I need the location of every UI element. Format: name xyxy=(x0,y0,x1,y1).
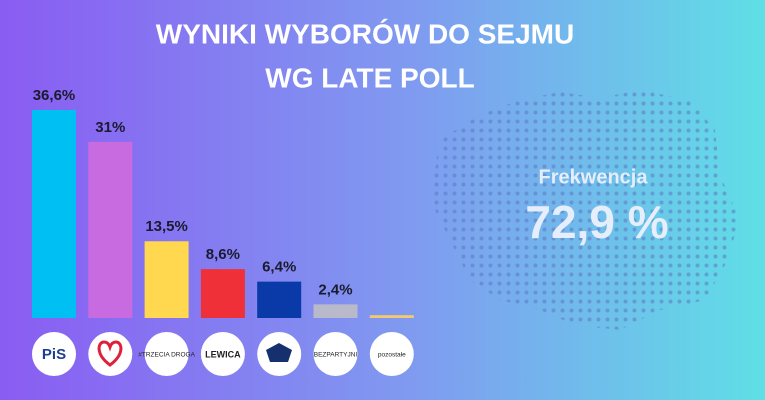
title: WG LATE POLL xyxy=(265,62,474,93)
value-label: 2,4% xyxy=(318,281,352,298)
logo-circle xyxy=(369,332,414,376)
value-label: 6,4% xyxy=(262,259,296,276)
value-label: 8,6% xyxy=(206,246,240,263)
ko-icon xyxy=(97,340,123,367)
annotation-label: Frekwencja xyxy=(539,166,649,188)
category-label: BEZPARTYJNI xyxy=(314,352,358,359)
category-label: #TRZECIA DROGA xyxy=(138,352,195,359)
value-label: 13,5% xyxy=(145,218,188,235)
annotation-value: 72,9 % xyxy=(525,196,668,248)
bars: 36,6% 31% 13,5% 8,6% 6,4% 2,4% xyxy=(32,87,414,318)
map-dots xyxy=(430,90,740,330)
logo-circle xyxy=(313,332,358,376)
logo-circle xyxy=(144,332,189,376)
bar xyxy=(32,110,76,318)
title: WYNIKI WYBORÓW DO SEJMU xyxy=(156,18,574,49)
value-label: 36,6% xyxy=(33,87,76,104)
bar xyxy=(257,281,302,318)
logo-circle xyxy=(88,332,133,376)
logo-circle xyxy=(200,332,245,376)
bar xyxy=(88,141,133,318)
logo-circle xyxy=(32,332,76,376)
category-label: PiS xyxy=(42,346,66,363)
bar xyxy=(144,241,189,318)
category-label: pozostałe xyxy=(378,352,406,359)
bar xyxy=(369,315,414,318)
bar xyxy=(200,269,245,318)
value-label: 31% xyxy=(95,119,125,136)
category-label: LEWICA xyxy=(205,349,241,359)
konfederacja-icon xyxy=(266,343,292,362)
bar xyxy=(313,304,358,318)
